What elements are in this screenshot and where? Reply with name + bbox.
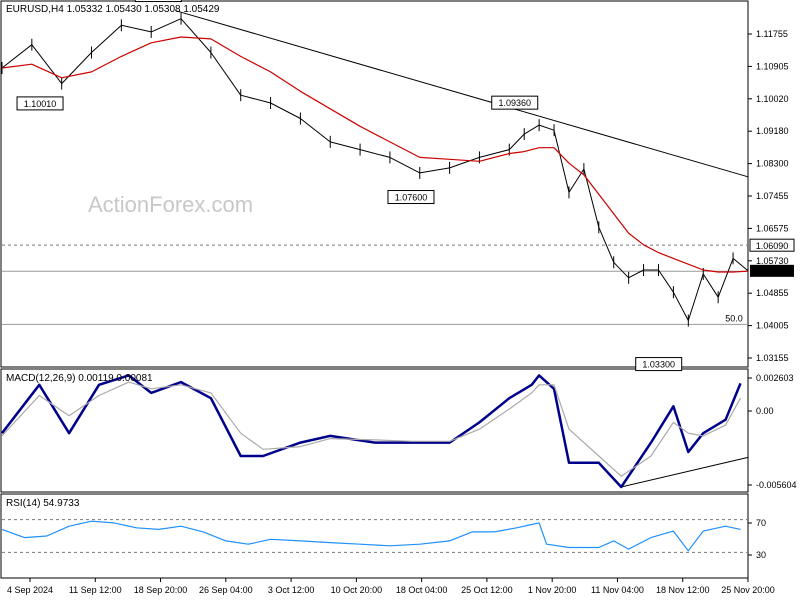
y-tick-label: 1.08300 <box>756 159 789 169</box>
y-tick-label: 1.05730 <box>756 256 789 266</box>
rsi-panel-title: RSI(14) 54.9733 <box>6 498 80 509</box>
annotation-label: 1.07600 <box>395 193 428 203</box>
x-tick-label: 26 Sep 04:00 <box>199 585 253 595</box>
annotation-label: 1.03300 <box>642 360 675 370</box>
macd-layer <box>1 374 749 489</box>
x-tick-label: 25 Oct 12:00 <box>461 585 513 595</box>
y-tick-label: 1.06575 <box>756 223 789 233</box>
trendline <box>175 10 749 178</box>
signal-series-line <box>1 381 742 477</box>
annotation-label: 1.10010 <box>24 99 57 109</box>
macd-panel-frame <box>0 368 749 493</box>
fib-level-label: 50.0 <box>725 313 743 323</box>
y-tick-label: 0.00 <box>756 406 774 416</box>
x-tick-label: 18 Oct 04:00 <box>396 585 448 595</box>
annotation-label: 1.12130 <box>142 0 175 1</box>
watermark: ActionForex.com <box>88 192 253 217</box>
current-price-box <box>750 264 794 277</box>
y-tick-label: -0.005604 <box>756 480 797 490</box>
y-tick-label: 1.04855 <box>756 288 789 298</box>
y-tick-label: 1.11755 <box>756 29 788 39</box>
current-price-label: 1.05429 <box>756 267 789 277</box>
annotation-box <box>491 95 539 110</box>
y-tick-label: 0.002603 <box>756 373 794 383</box>
y-tick-label: 70 <box>756 518 766 528</box>
y-tick-label: 1.10905 <box>756 61 789 71</box>
macd-panel-title: MACD(12,26,9) 0.00119 0.00081 <box>6 373 153 384</box>
annotation-box <box>387 190 435 205</box>
trendline <box>621 456 749 488</box>
annotation-label: 1.09360 <box>498 98 531 108</box>
level-price-box <box>749 238 795 252</box>
x-tick-label: 25 Nov 20:00 <box>721 585 775 595</box>
x-tick-label: 11 Sep 12:00 <box>69 585 122 595</box>
x-tick-label: 18 Nov 12:00 <box>656 585 710 595</box>
x-tick-label: 10 Oct 20:00 <box>331 585 383 595</box>
x-tick-label: 11 Nov 04:00 <box>591 585 644 595</box>
x-tick-label: 1 Nov 20:00 <box>528 585 577 595</box>
y-tick-label: 30 <box>756 550 766 560</box>
y-tick-label: 1.07455 <box>756 191 789 201</box>
x-tick-label: 4 Sep 2024 <box>7 585 53 595</box>
rsi-panel-frame <box>0 493 749 579</box>
rsi-layer <box>1 519 748 553</box>
x-tick-label: 3 Oct 12:00 <box>268 585 315 595</box>
y-tick-label: 1.10020 <box>756 94 789 104</box>
annotation-box <box>635 357 683 372</box>
axis-layer: 1.06090 1.11755 1.10905 1.10020 1.09180 1.083… <box>7 29 797 595</box>
price-panel-title: EURUSD,H4 1.05332 1.05430 1.05308 1.0542… <box>6 4 220 15</box>
level-price-label: 1.06090 <box>756 241 789 251</box>
annotation-box <box>134 0 182 3</box>
y-tick-label: 1.09180 <box>756 126 789 136</box>
price-panel-frame <box>0 0 749 368</box>
price-series-line <box>1 18 749 321</box>
rsi-series-line <box>1 520 741 552</box>
annotation-box <box>16 96 64 111</box>
x-tick-label: 18 Sep 20:00 <box>134 585 188 595</box>
y-tick-label: 1.04005 <box>756 321 789 331</box>
price-layer: 50.0 1.12130 1.10010 1.07600 1.09360 1.03300 <box>1 0 749 372</box>
y-tick-label: 1.03155 <box>756 353 789 363</box>
moving-average-series-line <box>1 36 749 273</box>
